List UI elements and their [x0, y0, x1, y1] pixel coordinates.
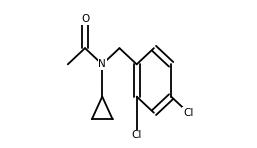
- Text: O: O: [81, 14, 89, 24]
- Text: Cl: Cl: [183, 108, 194, 118]
- Text: N: N: [98, 59, 106, 69]
- Text: Cl: Cl: [132, 130, 142, 140]
